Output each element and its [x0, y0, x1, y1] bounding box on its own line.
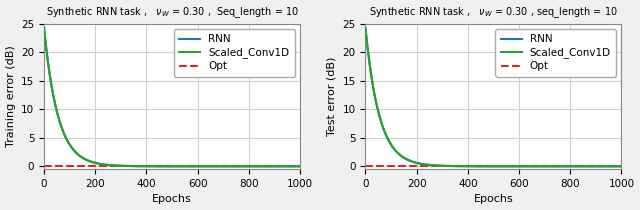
- Scaled_Conv1D: [239, 165, 247, 168]
- Line: RNN: RNN: [44, 28, 300, 166]
- Legend: RNN, Scaled_Conv1D, Opt: RNN, Scaled_Conv1D, Opt: [495, 29, 616, 77]
- Opt: [377, 165, 385, 168]
- Title: Synthetic RNN task ,   $\nu_W$ = 0.30 ,  Seq_length = 10: Synthetic RNN task , $\nu_W$ = 0.30 , Se…: [45, 5, 298, 20]
- Legend: RNN, Scaled_Conv1D, Opt: RNN, Scaled_Conv1D, Opt: [174, 29, 295, 77]
- RNN: [266, 165, 274, 168]
- RNN: [284, 165, 291, 168]
- Opt: [618, 165, 625, 168]
- Scaled_Conv1D: [605, 165, 612, 168]
- RNN: [56, 120, 63, 123]
- Opt: [413, 165, 421, 168]
- RNN: [362, 27, 369, 30]
- X-axis label: Epochs: Epochs: [474, 194, 513, 205]
- Opt: [284, 165, 291, 168]
- Opt: [266, 165, 274, 168]
- Opt: [296, 165, 304, 168]
- Line: Scaled_Conv1D: Scaled_Conv1D: [44, 28, 300, 166]
- Line: RNN: RNN: [365, 28, 621, 166]
- Scaled_Conv1D: [570, 165, 578, 168]
- Scaled_Conv1D: [56, 120, 63, 123]
- RNN: [239, 165, 247, 168]
- Title: Synthetic RNN task ,   $\nu_W$ = 0.30 , seq_length = 10: Synthetic RNN task , $\nu_W$ = 0.30 , se…: [369, 5, 618, 20]
- Line: Scaled_Conv1D: Scaled_Conv1D: [365, 28, 621, 166]
- X-axis label: Epochs: Epochs: [152, 194, 192, 205]
- Opt: [40, 165, 48, 168]
- RNN: [588, 165, 596, 168]
- Opt: [56, 165, 63, 168]
- Scaled_Conv1D: [561, 165, 569, 168]
- Opt: [570, 165, 578, 168]
- Scaled_Conv1D: [284, 165, 291, 168]
- Opt: [588, 165, 596, 168]
- Scaled_Conv1D: [618, 165, 625, 168]
- RNN: [92, 162, 100, 164]
- Opt: [92, 165, 100, 168]
- Opt: [239, 165, 247, 168]
- RNN: [570, 165, 578, 168]
- RNN: [605, 165, 612, 168]
- Opt: [362, 165, 369, 168]
- Scaled_Conv1D: [249, 165, 257, 168]
- Opt: [249, 165, 257, 168]
- Scaled_Conv1D: [362, 27, 369, 30]
- RNN: [296, 165, 304, 168]
- RNN: [618, 165, 625, 168]
- RNN: [377, 120, 385, 123]
- Scaled_Conv1D: [266, 165, 274, 168]
- RNN: [249, 165, 257, 168]
- Opt: [561, 165, 569, 168]
- Scaled_Conv1D: [588, 165, 596, 168]
- Scaled_Conv1D: [296, 165, 304, 168]
- RNN: [561, 165, 569, 168]
- Y-axis label: Training error (dB): Training error (dB): [6, 46, 15, 147]
- Y-axis label: Test error (dB): Test error (dB): [327, 57, 337, 136]
- Opt: [605, 165, 612, 168]
- RNN: [40, 27, 48, 30]
- Scaled_Conv1D: [40, 27, 48, 30]
- Scaled_Conv1D: [92, 162, 100, 164]
- RNN: [413, 162, 421, 164]
- Scaled_Conv1D: [413, 162, 421, 164]
- Scaled_Conv1D: [377, 120, 385, 123]
